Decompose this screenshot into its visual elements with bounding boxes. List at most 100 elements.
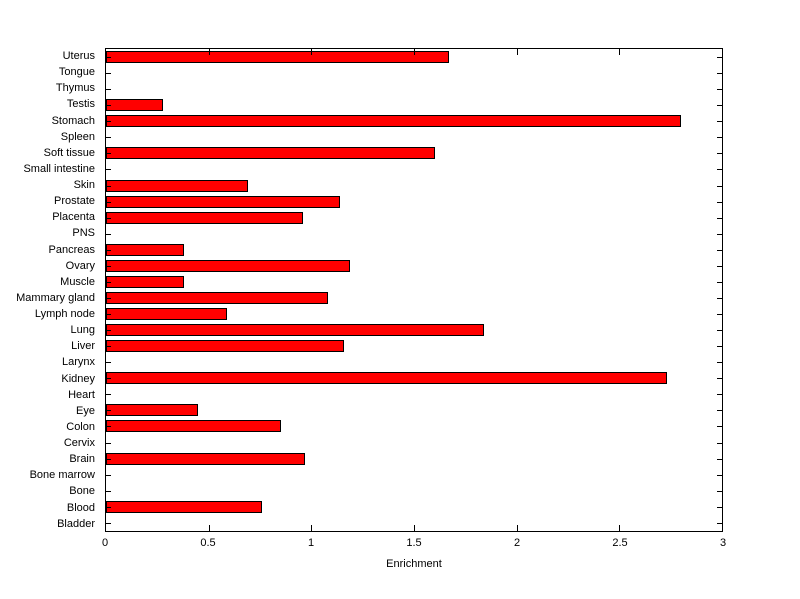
y-tick-mark-left [106, 281, 111, 283]
bar-pancreas [106, 243, 185, 256]
y-tick-mark-right [717, 89, 722, 91]
y-axis-label: Prostate [54, 195, 95, 208]
bar-row [106, 435, 722, 451]
y-tick-mark-left [106, 73, 111, 75]
bar-row [106, 467, 722, 483]
y-axis-label: Heart [68, 388, 95, 401]
y-axis-label: Soft tissue [43, 146, 95, 159]
y-axis-label: Spleen [60, 130, 95, 143]
y-tick-mark-left [106, 522, 111, 524]
x-tick-mark-top [208, 49, 210, 55]
y-tick-mark-right [717, 137, 722, 139]
y-tick-mark-left [106, 233, 111, 235]
x-tick-mark-top [311, 49, 313, 55]
y-axis-label: Uterus [62, 50, 95, 63]
y-tick-mark-left [106, 297, 111, 299]
y-tick-mark-left [106, 153, 111, 155]
bar-colon [106, 420, 281, 433]
y-axis-label: Skin [73, 179, 95, 192]
bar-row [106, 97, 722, 113]
y-tick-mark-left [106, 410, 111, 412]
x-axis-tick-label: 2.5 [612, 537, 628, 549]
y-axis-label: Tongue [58, 66, 95, 79]
y-tick-mark-left [106, 362, 111, 364]
y-axis-label: Stomach [51, 114, 95, 127]
y-tick-mark-left [106, 249, 111, 251]
bar-lung [106, 324, 484, 337]
y-tick-mark-left [106, 89, 111, 91]
y-tick-mark-right [717, 201, 722, 203]
bar-row [106, 290, 722, 306]
y-axis-label: Pancreas [48, 243, 95, 256]
bar-row [106, 178, 722, 194]
y-tick-mark-right [717, 458, 722, 460]
y-tick-mark-right [717, 506, 722, 508]
bar-row [106, 145, 722, 161]
bar-row [106, 81, 722, 97]
bar-blood [106, 500, 263, 513]
bar-prostate [106, 195, 341, 208]
y-tick-mark-right [717, 410, 722, 412]
y-tick-mark-right [717, 490, 722, 492]
y-tick-mark-left [106, 474, 111, 476]
y-axis-label: Colon [66, 420, 95, 433]
y-axis-label: Bone [69, 485, 95, 498]
y-axis-label: Lymph node [34, 308, 95, 321]
x-axis-tick-label: 0 [101, 537, 109, 549]
bar-placenta [106, 211, 304, 224]
y-axis-label: Eye [76, 404, 95, 417]
bar-row [106, 451, 722, 467]
x-tick-mark-top [516, 49, 518, 55]
y-tick-mark-right [717, 330, 722, 332]
bar-row [106, 226, 722, 242]
x-axis-tick-labels: 0 0.5 1 1.5 2 2.5 3 [101, 537, 727, 552]
bar-ovary [106, 259, 351, 272]
x-tick-mark-top [414, 49, 415, 55]
bar-row [106, 242, 722, 258]
y-axis-label: Placenta [52, 211, 95, 224]
bar-row [106, 210, 722, 226]
bar-mammary-gland [106, 291, 328, 304]
bar-row [106, 322, 722, 338]
bar-row [106, 129, 722, 145]
bar-soft-tissue [106, 147, 435, 160]
y-axis-label: Ovary [65, 259, 95, 272]
bar-row [106, 258, 722, 274]
y-axis-label: Muscle [60, 275, 95, 288]
bar-row [106, 483, 722, 499]
bar-row [106, 499, 722, 515]
y-tick-mark-right [717, 378, 722, 380]
y-tick-mark-left [106, 169, 111, 171]
x-axis-tick-label: 0.5 [200, 537, 216, 549]
y-tick-mark-left [106, 265, 111, 267]
y-tick-mark-right [717, 105, 722, 107]
bar-row [106, 338, 722, 354]
x-tick-mark-bottom [516, 525, 518, 531]
y-tick-mark-left [106, 490, 111, 492]
bar-row [106, 402, 722, 418]
y-axis-label: Small intestine [23, 162, 95, 175]
bar-row [106, 306, 722, 322]
y-axis-label: Blood [66, 501, 95, 514]
y-axis-label: Mammary gland [16, 291, 95, 304]
bar-row [106, 386, 722, 402]
bar-kidney [106, 372, 667, 385]
x-axis-tick-label: 3 [719, 537, 727, 549]
y-tick-mark-left [106, 137, 111, 139]
y-tick-mark-right [717, 281, 722, 283]
y-tick-mark-right [717, 265, 722, 267]
y-tick-mark-left [106, 346, 111, 348]
y-tick-mark-right [717, 233, 722, 235]
y-tick-mark-left [106, 394, 111, 396]
y-tick-mark-left [106, 378, 111, 380]
y-tick-mark-right [717, 474, 722, 476]
x-tick-mark-top [619, 49, 621, 55]
y-tick-mark-left [106, 185, 111, 187]
y-tick-mark-right [717, 121, 722, 123]
bar-muscle [106, 275, 185, 288]
y-axis-label: Bladder [57, 517, 95, 530]
y-axis-label: Lung [70, 324, 95, 337]
bar-row [106, 194, 722, 210]
y-tick-mark-left [106, 458, 111, 460]
